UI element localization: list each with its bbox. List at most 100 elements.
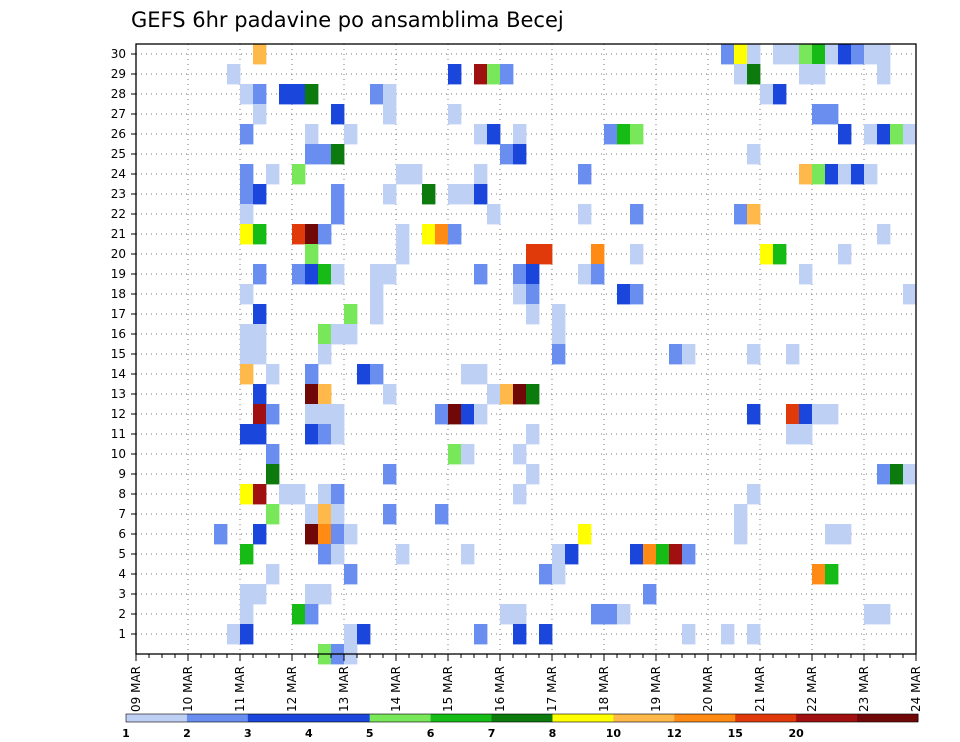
- precip-cell: [435, 404, 449, 425]
- precip-cell: [240, 184, 254, 205]
- precip-cell: [812, 564, 826, 585]
- precip-cell: [825, 164, 839, 185]
- legend-label: 12: [667, 727, 682, 740]
- precip-cell: [331, 104, 345, 125]
- precip-cell: [851, 164, 865, 185]
- precip-cell: [292, 84, 306, 105]
- precip-cell: [253, 584, 267, 605]
- precip-cell: [461, 404, 475, 425]
- precip-cell: [461, 544, 475, 565]
- y-tick-label: 16: [111, 327, 126, 341]
- precip-cell: [344, 524, 358, 545]
- precip-cell: [331, 504, 345, 525]
- precip-cell: [747, 624, 761, 645]
- precip-cell: [825, 44, 839, 65]
- precip-cell: [305, 244, 319, 265]
- legend-label: 1: [122, 727, 130, 740]
- precip-cell: [682, 544, 696, 565]
- precip-cell: [331, 484, 345, 505]
- precip-cell: [266, 564, 280, 585]
- legend-label: 6: [427, 727, 435, 740]
- precip-cell: [877, 464, 891, 485]
- precip-cell: [344, 304, 358, 325]
- precip-cell: [214, 524, 228, 545]
- precip-cell: [552, 324, 566, 345]
- precip-cell: [344, 564, 358, 585]
- precip-cell: [305, 84, 319, 105]
- y-tick-label: 26: [111, 127, 126, 141]
- x-tick-label: 09 MAR: [129, 666, 143, 712]
- precip-cell: [318, 544, 332, 565]
- precip-cell: [331, 184, 345, 205]
- legend-label: 5: [366, 727, 374, 740]
- precip-cell: [838, 44, 852, 65]
- precip-cell: [240, 224, 254, 245]
- y-tick-label: 11: [111, 427, 126, 441]
- precip-cell: [786, 44, 800, 65]
- precip-cell: [448, 224, 462, 245]
- precip-cell: [877, 64, 891, 85]
- precip-cell: [799, 264, 813, 285]
- y-axis: 1234567891011121314151617181920212223242…: [111, 47, 136, 641]
- precip-cell: [539, 244, 553, 265]
- precip-cell: [461, 364, 475, 385]
- precip-cell: [487, 124, 501, 145]
- precip-cell: [630, 244, 644, 265]
- precip-cell: [305, 124, 319, 145]
- precip-cell: [890, 464, 904, 485]
- precip-cell: [578, 164, 592, 185]
- precip-cell: [240, 344, 254, 365]
- legend-label: 8: [549, 727, 557, 740]
- precip-cell: [461, 444, 475, 465]
- precip-cell: [591, 264, 605, 285]
- precip-cell: [227, 624, 241, 645]
- y-tick-label: 24: [111, 167, 126, 181]
- y-tick-label: 21: [111, 227, 126, 241]
- precip-cell: [318, 424, 332, 445]
- precip-cell: [760, 84, 774, 105]
- y-tick-label: 15: [111, 347, 126, 361]
- precip-cell: [838, 244, 852, 265]
- precip-cell: [370, 84, 384, 105]
- precip-cell: [305, 584, 319, 605]
- precip-cell: [383, 464, 397, 485]
- precip-cell: [747, 144, 761, 165]
- precip-cell: [877, 224, 891, 245]
- precip-cell: [318, 384, 332, 405]
- precip-cell: [630, 284, 644, 305]
- precip-cell: [747, 484, 761, 505]
- precip-cell: [318, 504, 332, 525]
- precip-cell: [305, 384, 319, 405]
- x-tick-label: 15 MAR: [441, 666, 455, 712]
- precip-cell: [604, 124, 618, 145]
- precip-cell: [838, 524, 852, 545]
- precip-cell: [240, 204, 254, 225]
- precip-cell: [565, 544, 579, 565]
- precip-cell: [318, 584, 332, 605]
- precip-cell: [253, 224, 267, 245]
- x-tick-label: 10 MAR: [181, 666, 195, 712]
- precip-cell: [240, 84, 254, 105]
- precip-cell: [253, 184, 267, 205]
- precip-cell: [526, 244, 540, 265]
- y-tick-label: 6: [118, 527, 126, 541]
- precip-cell: [474, 64, 488, 85]
- precip-cell: [825, 564, 839, 585]
- y-tick-label: 27: [111, 107, 126, 121]
- precip-cell: [383, 504, 397, 525]
- legend-swatch: [308, 714, 371, 722]
- legend-swatch: [430, 714, 493, 722]
- legend-label: 20: [788, 727, 804, 740]
- precip-cell: [474, 624, 488, 645]
- precip-cell: [799, 424, 813, 445]
- y-tick-label: 7: [118, 507, 126, 521]
- precip-cell: [240, 164, 254, 185]
- precip-cell: [513, 484, 527, 505]
- precip-cell: [591, 244, 605, 265]
- precip-cell: [864, 44, 878, 65]
- precip-cell: [240, 284, 254, 305]
- precip-cell: [513, 144, 527, 165]
- precip-cell: [331, 264, 345, 285]
- precip-cell: [253, 424, 267, 445]
- precip-cell: [617, 124, 631, 145]
